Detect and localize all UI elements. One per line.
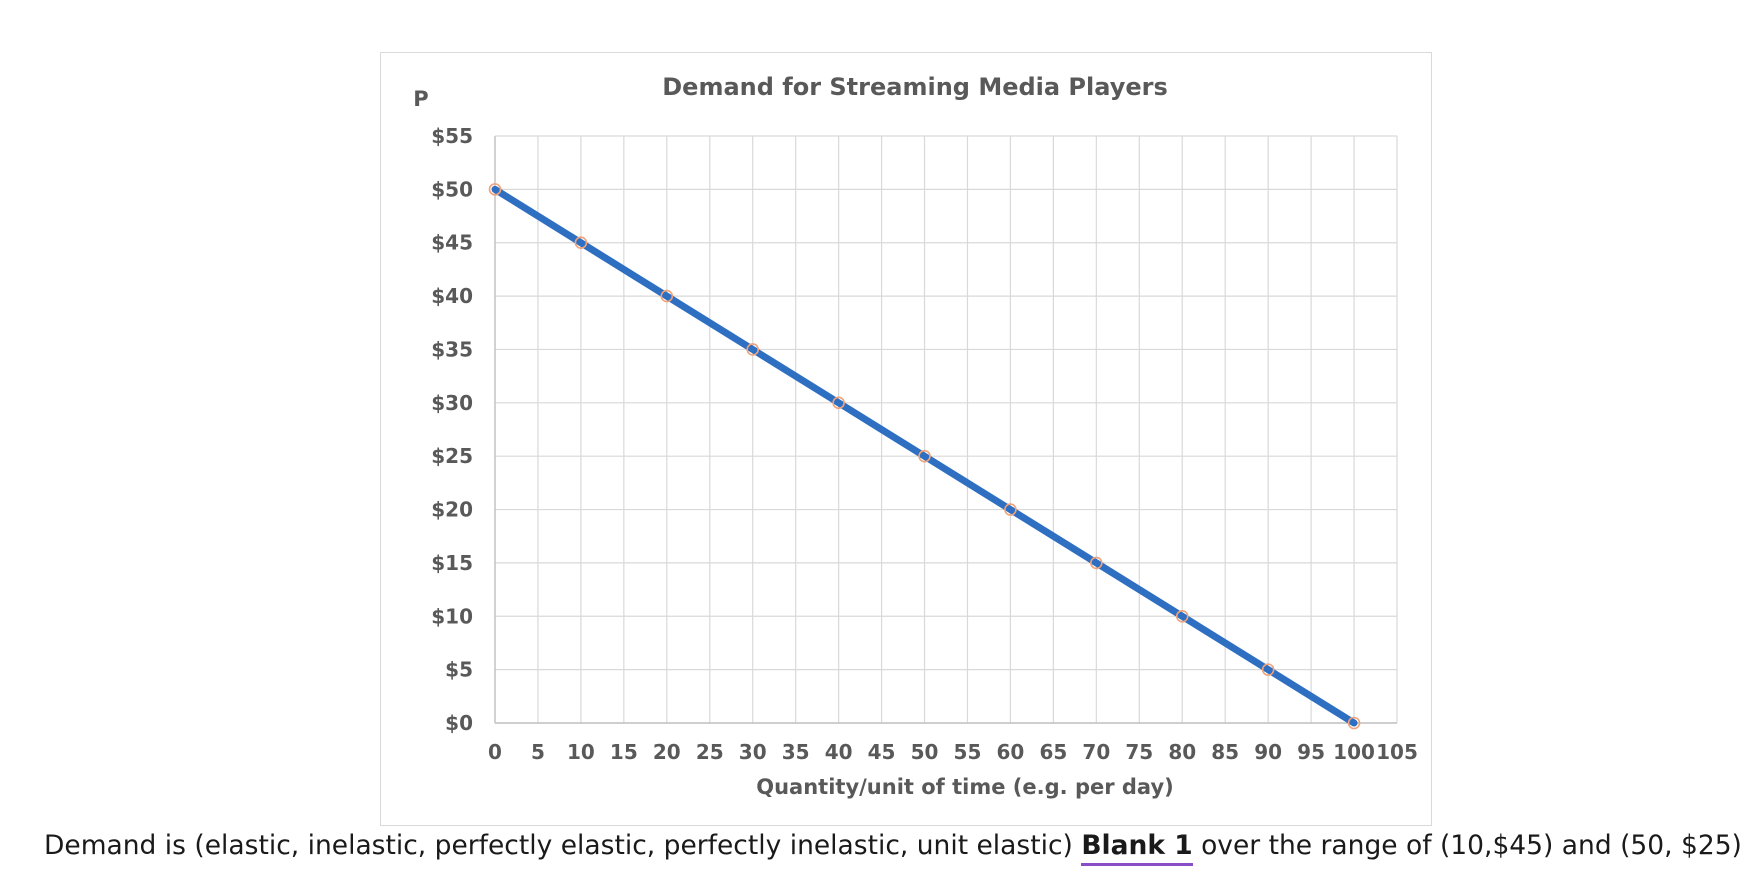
x-tick-label: 25: [696, 740, 724, 764]
data-point: [1004, 503, 1017, 516]
demand-series: [491, 185, 1358, 727]
demand-chart: Demand for Streaming Media Players P Qua…: [413, 73, 1418, 799]
x-tick-label: 20: [653, 740, 681, 764]
grid-lines: [495, 135, 1398, 723]
x-tick-label: 75: [1125, 740, 1153, 764]
y-tick-label: $30: [431, 391, 473, 415]
y-tick-label: $45: [431, 231, 473, 255]
x-tick-label: 55: [954, 740, 982, 764]
data-point: [488, 183, 502, 196]
x-tick-label: 50: [911, 740, 939, 764]
data-point: [1090, 556, 1103, 570]
data-point: [1175, 609, 1189, 623]
x-tick-label: 0: [488, 740, 502, 764]
chart-frame: Demand for Streaming Media Players P Qua…: [380, 52, 1432, 826]
data-point: [574, 236, 588, 250]
x-tick-labels: 0 5 10 15 20 25 30 35 40 45 50 55 60 65 70 75 80 85 90 95 10…: [488, 740, 1418, 764]
y-tick-label: $5: [445, 658, 473, 682]
x-tick-label: 15: [610, 740, 638, 764]
x-tick-label: 80: [1168, 740, 1196, 764]
x-tick-label: 100: [1333, 740, 1375, 764]
chart-title: Demand for Streaming Media Players: [662, 73, 1168, 101]
x-tick-label: 60: [997, 740, 1025, 764]
y-axis-title: P: [413, 87, 428, 111]
question-text: Demand is (elastic, inelastic, perfectly…: [44, 830, 1742, 866]
x-tick-label: 5: [531, 740, 545, 764]
y-tick-label: $25: [431, 444, 473, 468]
data-point: [1261, 663, 1275, 676]
y-tick-label: $15: [431, 551, 473, 575]
y-tick-labels: $0 $5 $10 $15 $20 $25 $30 $35 $40 $45 $50 $55: [431, 124, 473, 735]
demand-line: [491, 185, 1358, 727]
y-tick-label: $40: [431, 284, 473, 308]
y-tick-label: $0: [445, 711, 473, 735]
y-tick-label: $20: [431, 498, 473, 522]
x-tick-label: 30: [739, 740, 767, 764]
data-point: [832, 396, 845, 410]
x-tick-label: 40: [825, 740, 853, 764]
data-point: [1347, 716, 1361, 730]
axes: [494, 136, 1397, 724]
x-tick-label: 65: [1039, 740, 1067, 764]
data-points: [488, 183, 1361, 730]
x-tick-label: 95: [1297, 740, 1325, 764]
y-tick-label: $55: [431, 124, 473, 148]
question-prefix: Demand is (elastic, inelastic, perfectly…: [44, 830, 1073, 861]
question-suffix: over the range of (10,$45) and (50, $25)…: [1201, 830, 1742, 861]
y-tick-label: $10: [431, 604, 473, 628]
blank-1-field[interactable]: Blank 1: [1081, 830, 1193, 866]
x-tick-label: 45: [868, 740, 896, 764]
x-tick-label: 35: [782, 740, 810, 764]
y-tick-label: $35: [431, 337, 473, 361]
x-tick-label: 70: [1082, 740, 1110, 764]
x-tick-label: 10: [567, 740, 595, 764]
data-point: [746, 343, 760, 356]
data-point: [660, 289, 674, 303]
data-point: [918, 449, 931, 463]
x-axis-title: Quantity/unit of time (e.g. per day): [756, 775, 1173, 799]
x-tick-label: 85: [1211, 740, 1239, 764]
x-tick-label: 90: [1254, 740, 1282, 764]
y-tick-label: $50: [431, 177, 473, 201]
x-tick-label: 105: [1376, 740, 1418, 764]
